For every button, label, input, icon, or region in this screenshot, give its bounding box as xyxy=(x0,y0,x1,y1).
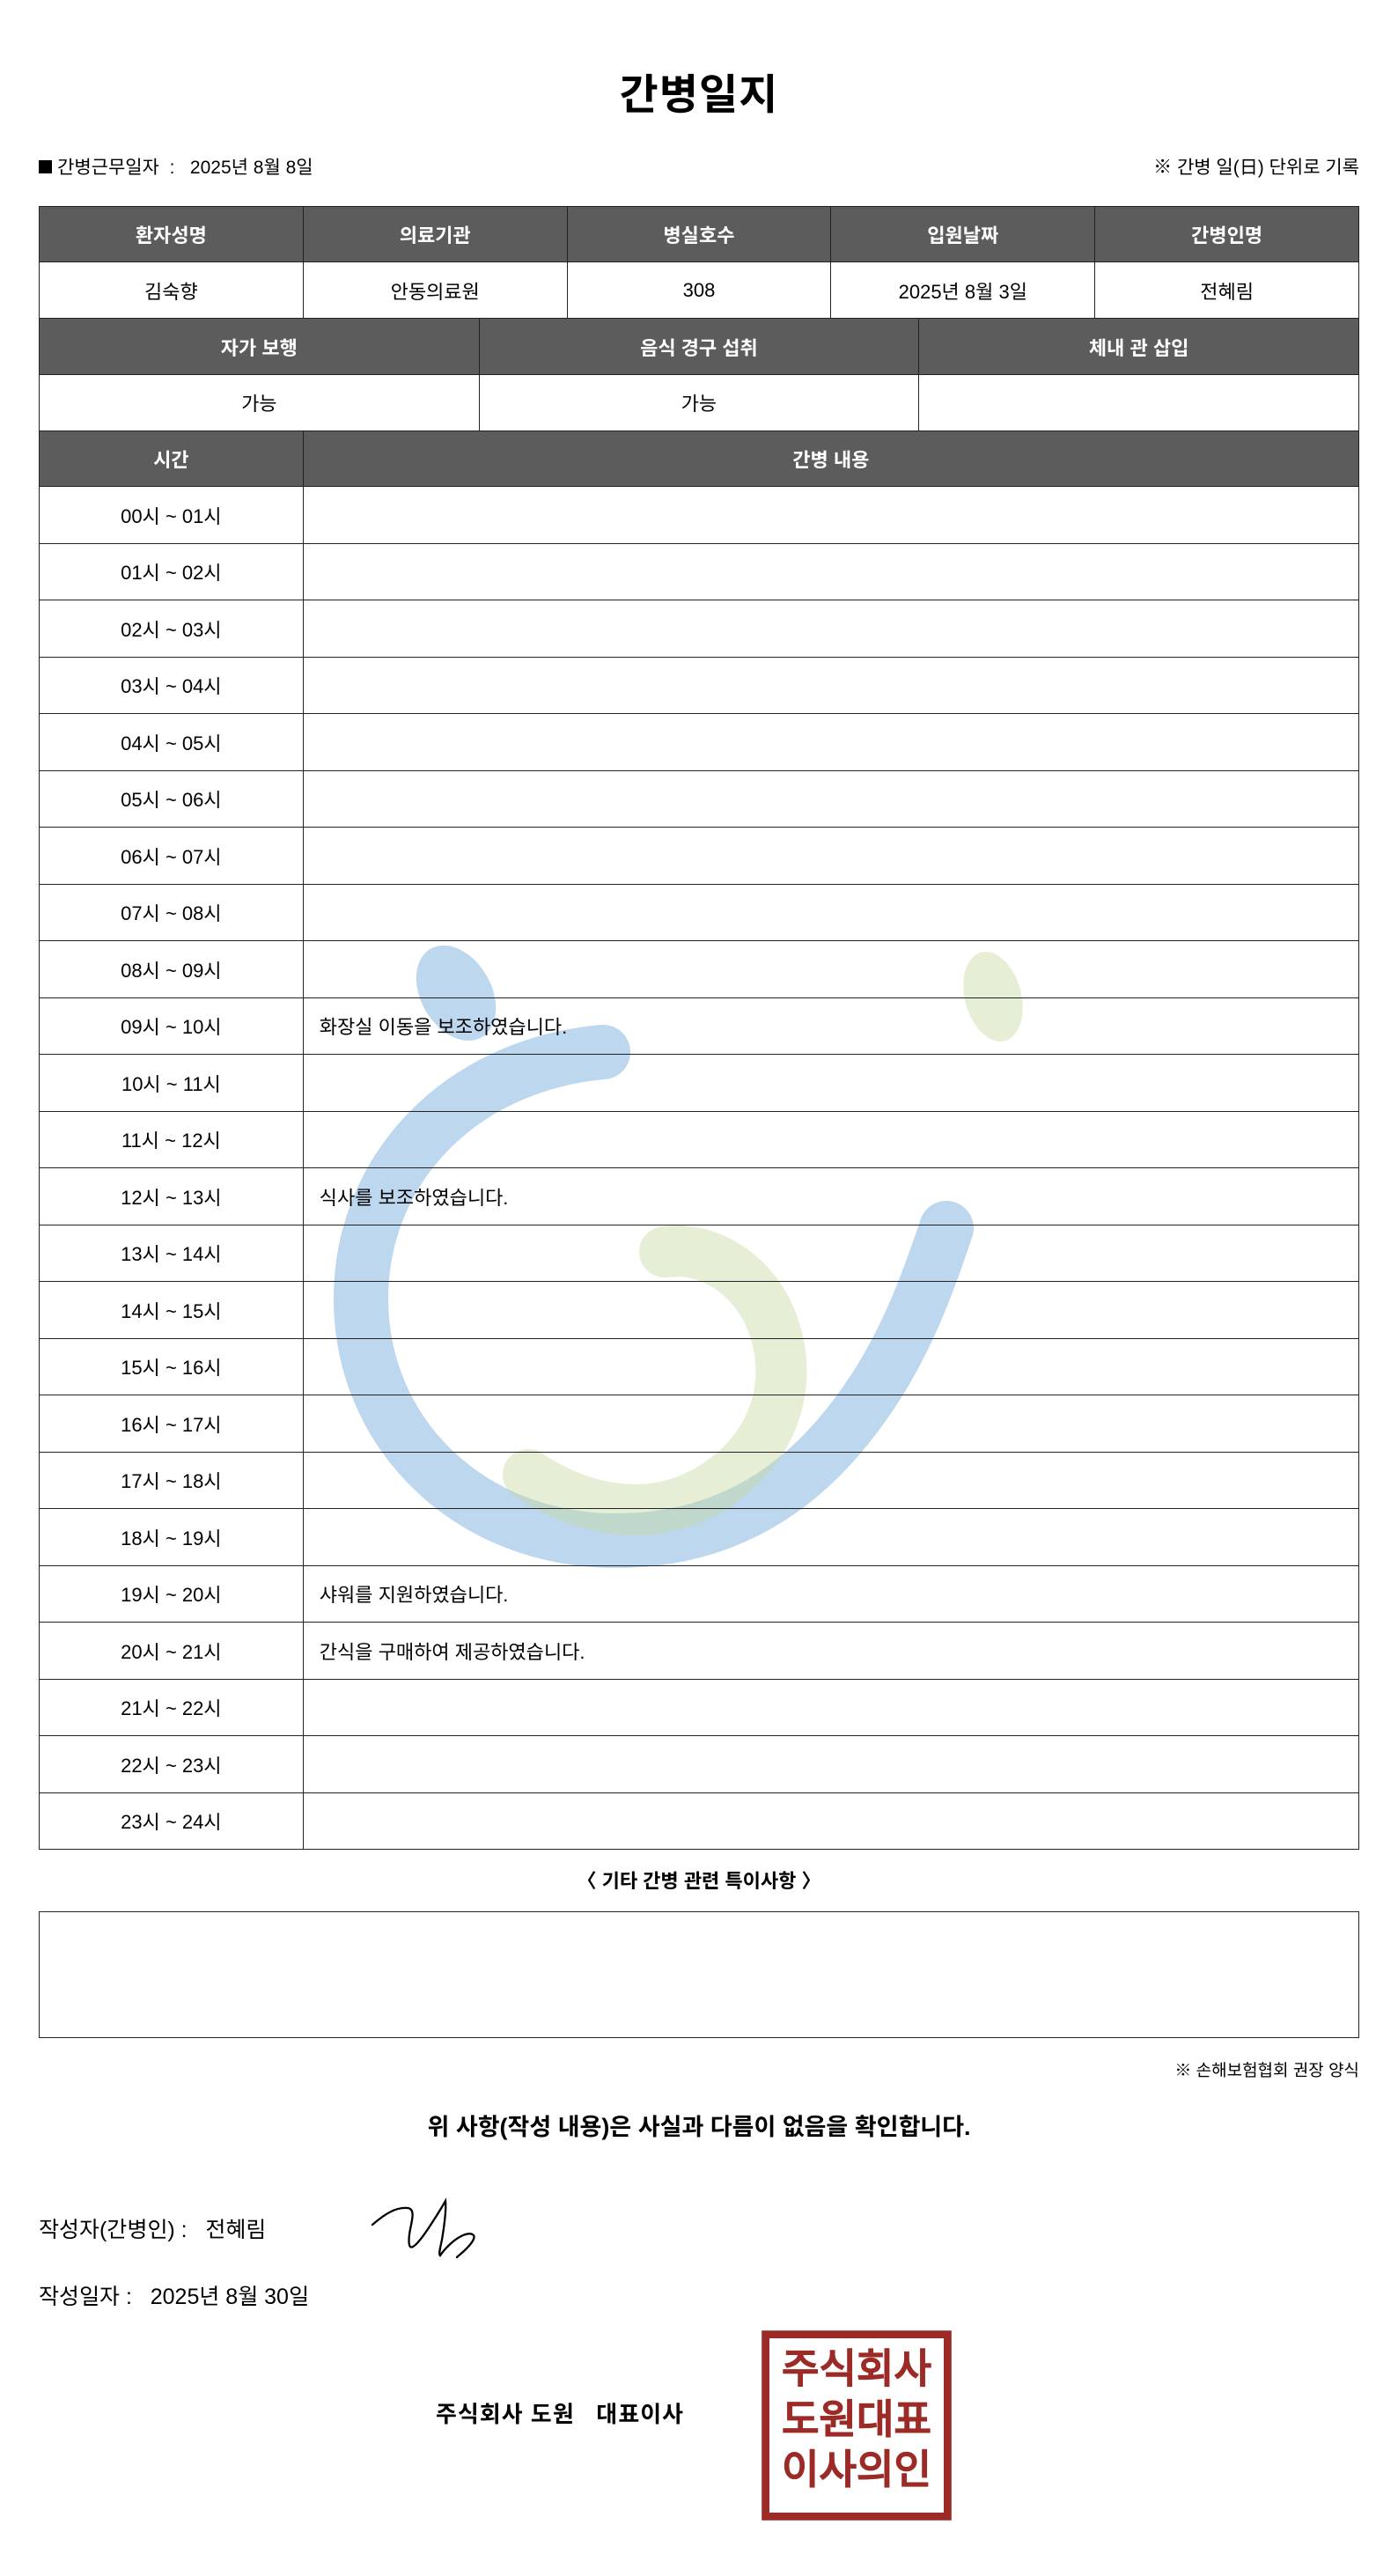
svg-text:주식회사: 주식회사 xyxy=(782,2346,931,2392)
svg-text:도원대표: 도원대표 xyxy=(782,2396,931,2442)
svg-text:이사의인: 이사의인 xyxy=(782,2447,931,2492)
